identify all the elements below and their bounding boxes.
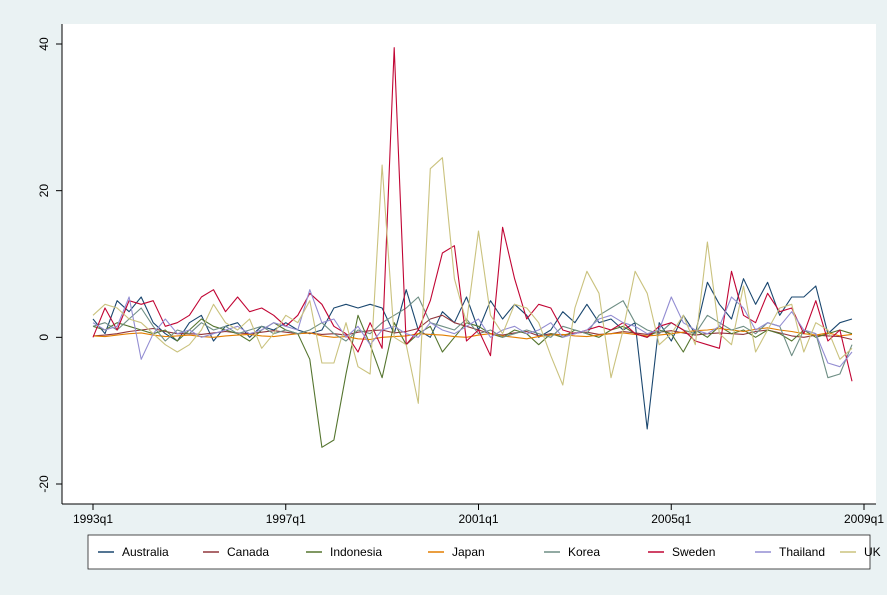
series-lines [92,47,853,448]
legend-label-canada: Canada [227,545,269,559]
legend-label-sweden: Sweden [672,545,715,559]
y-tick-label: 40 [37,37,51,51]
y-tick-label: -20 [37,475,51,493]
legend-label-australia: Australia [122,545,169,559]
x-tick-label: 2005q1 [651,512,691,526]
legend: Australia Canada Indonesia Japan Korea Sweden… [98,545,881,559]
y-tick-label: 0 [37,334,51,341]
y-tick-label: 20 [37,184,51,198]
x-tick-label: 2001q1 [458,512,498,526]
x-tick-label: 1997q1 [266,512,306,526]
series-line-thailand [92,289,853,368]
x-tick-label: 2009q1 [844,512,884,526]
legend-label-indonesia: Indonesia [330,545,382,559]
legend-label-uk: UK [864,545,881,559]
series-line-sweden [92,47,853,382]
plot-background [62,24,876,504]
x-axis-ticks: 1993q1 1997q1 2001q1 2005q1 2009q1 [73,504,884,526]
x-tick-label: 1993q1 [73,512,113,526]
series-line-uk [92,157,853,404]
legend-label-korea: Korea [568,545,600,559]
legend-label-japan: Japan [452,545,485,559]
legend-label-thailand: Thailand [779,545,825,559]
series-line-korea [92,296,853,379]
y-axis-ticks: -20 0 20 40 [37,37,62,493]
